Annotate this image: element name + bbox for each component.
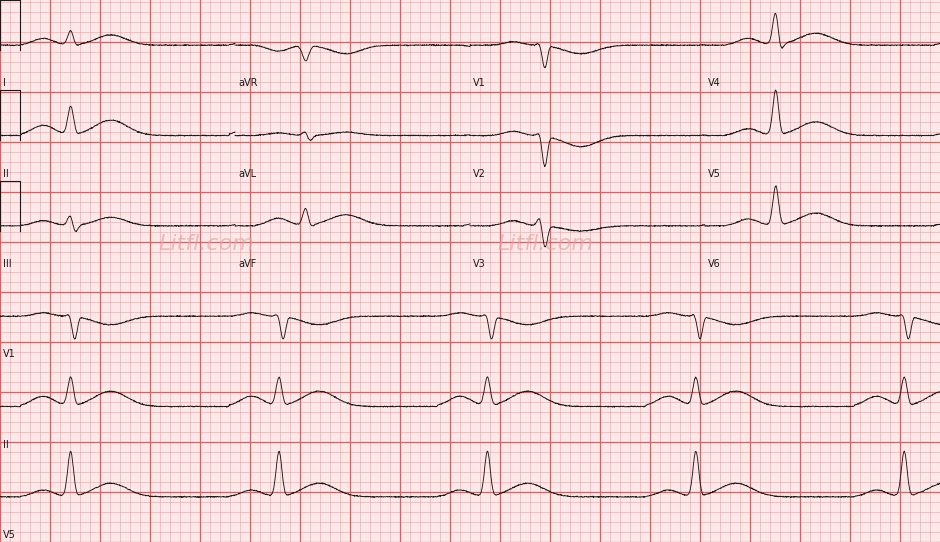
Text: III: III [3, 259, 11, 269]
Text: V1: V1 [473, 79, 486, 88]
Text: aVL: aVL [238, 169, 256, 179]
Text: I: I [3, 79, 6, 88]
Text: V5: V5 [3, 530, 16, 540]
Text: V2: V2 [473, 169, 486, 179]
Text: aVF: aVF [238, 259, 257, 269]
Text: V6: V6 [708, 259, 721, 269]
Text: Litfl.com: Litfl.com [497, 234, 593, 254]
Text: V5: V5 [708, 169, 721, 179]
Text: V4: V4 [708, 79, 721, 88]
Text: V3: V3 [473, 259, 486, 269]
Text: V1: V1 [3, 350, 16, 359]
Text: Litfl.com: Litfl.com [159, 234, 255, 254]
Text: II: II [3, 169, 8, 179]
Text: aVR: aVR [238, 79, 258, 88]
Text: II: II [3, 440, 8, 450]
